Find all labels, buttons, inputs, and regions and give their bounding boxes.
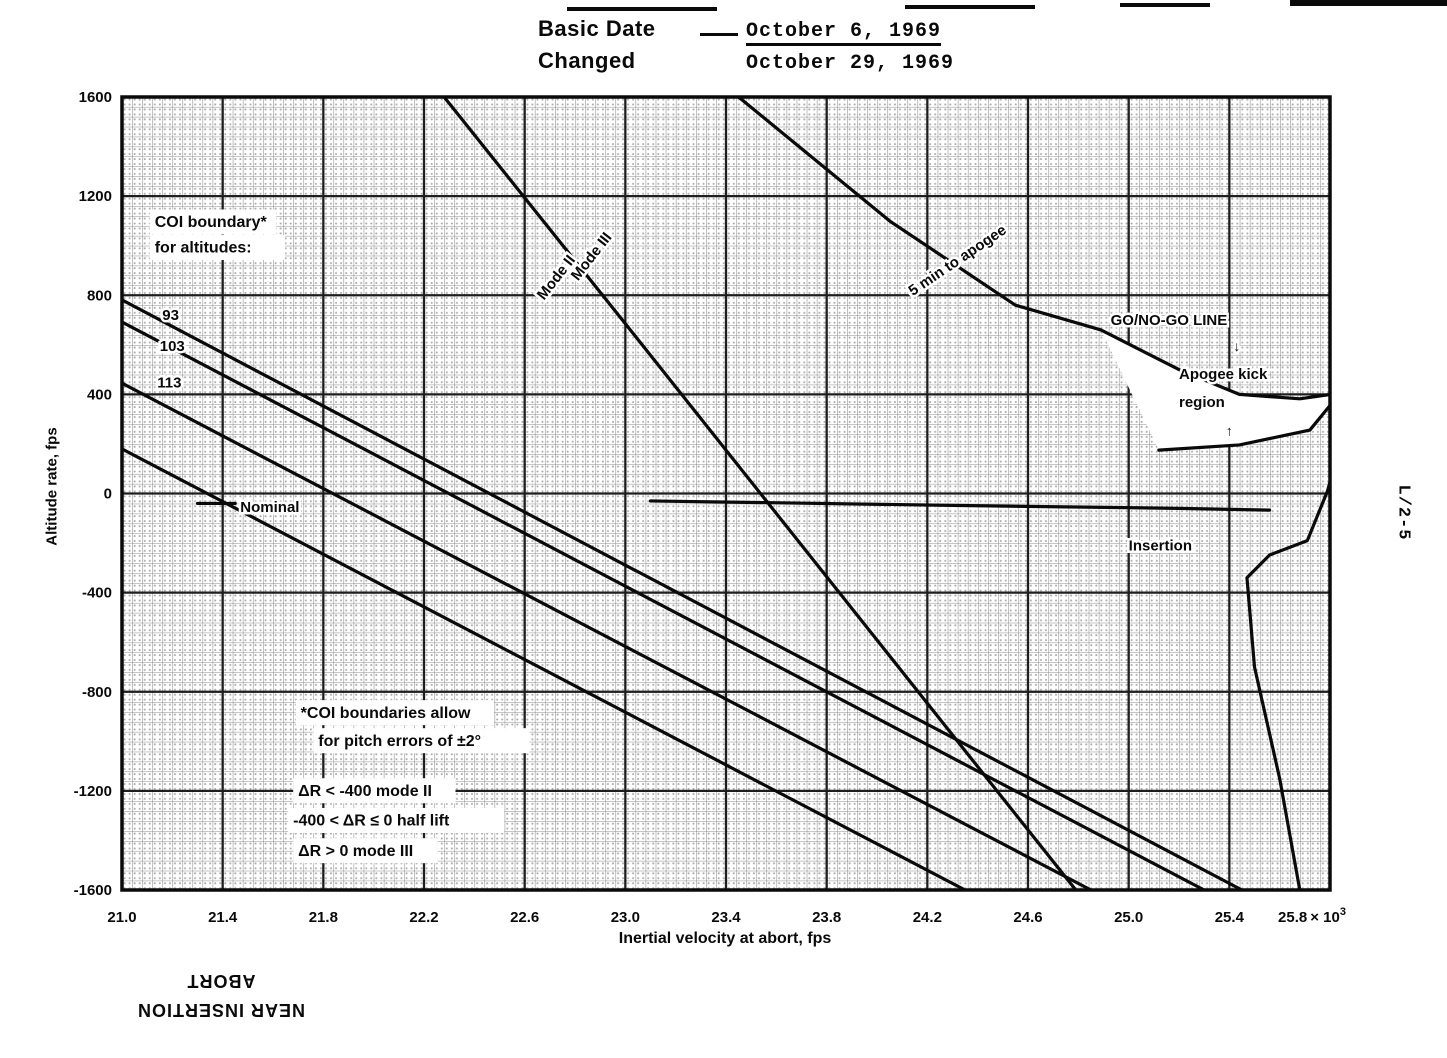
rule-mode-ii: ΔR < -400 mode II	[293, 778, 456, 804]
svg-text:COI boundary*: COI boundary*	[155, 214, 268, 231]
label-altitude-103: 103	[157, 336, 187, 358]
y-tick-label: 1200	[79, 188, 112, 205]
series-coi-boundary-93	[121, 298, 1244, 891]
y-tick-label: -1600	[74, 882, 112, 899]
changed-label: Changed	[538, 48, 636, 73]
x-tick-label: 25.4	[1215, 909, 1245, 926]
label-altitude-93: 93	[160, 305, 182, 327]
rule-half-lift: -400 < ΔR ≤ 0 half lift	[288, 807, 505, 833]
basic-date-value: October 6, 1969	[746, 20, 942, 46]
scan-artifact	[905, 5, 1035, 9]
label-apogee-kick-line2: region	[1177, 391, 1228, 413]
series-five-min-to-apogee	[736, 96, 1103, 332]
x-tick-label: 25.0	[1114, 909, 1143, 926]
y-tick-label: 800	[87, 287, 112, 304]
label-coi-boundary-line2: for altitudes:	[149, 235, 286, 261]
svg-text:113: 113	[157, 374, 181, 391]
y-axis-title: Altitude rate, fps	[43, 427, 61, 546]
series-coi-boundary-113	[121, 381, 1093, 891]
svg-text:*COI boundaries allow: *COI boundaries allow	[301, 705, 471, 722]
svg-text:ΔR > 0 mode III: ΔR > 0 mode III	[298, 843, 413, 860]
basic-date-blank-line	[700, 19, 738, 36]
major-gridlines	[120, 95, 1332, 892]
label-insertion: Insertion	[1126, 535, 1194, 557]
svg-text:region: region	[1179, 394, 1225, 411]
label-region-arrow-up: ↑	[1223, 420, 1235, 441]
basic-date-row: Basic Date October 6, 1969	[538, 16, 954, 48]
scan-artifact	[1290, 0, 1447, 6]
svg-text:↑: ↑	[1226, 422, 1233, 438]
x-tick-label: 23.4	[711, 909, 741, 926]
y-tick-label: 1600	[79, 89, 112, 106]
series-apogee-kick-lower-boundary	[1157, 401, 1331, 452]
changed-date-row: Changed October 29, 1969	[538, 48, 954, 80]
footer-stamp-line1: NEAR INSERTION	[137, 1000, 306, 1020]
svg-text:for altitudes:: for altitudes:	[155, 240, 252, 257]
series-go-no-go-line	[1099, 328, 1331, 401]
series-mode-ii-iii-boundary	[442, 96, 1078, 891]
label-region-arrow-down: ↓	[1231, 336, 1243, 357]
scan-artifact	[567, 7, 717, 11]
x-tick-label: 24.6	[1013, 909, 1042, 926]
svg-text:GO/NO-GO LINE: GO/NO-GO LINE	[1111, 312, 1228, 329]
svg-text:Nominal: Nominal	[240, 499, 299, 516]
x-tick-label: 23.8	[812, 909, 841, 926]
svg-text:Apogee kick: Apogee kick	[1179, 366, 1268, 383]
plot-border	[120, 95, 1332, 892]
y-tick-label: -1200	[74, 783, 112, 800]
series-insertion-line	[648, 499, 1272, 512]
x-tick-label: 22.2	[409, 909, 438, 926]
label-go-no-go-line: GO/NO-GO LINE	[1108, 309, 1230, 331]
svg-text:Insertion: Insertion	[1129, 537, 1192, 554]
x-tick-label: 21.0	[107, 909, 136, 926]
x-tick-label: 23.0	[611, 909, 640, 926]
svg-text:ΔR < -400 mode II: ΔR < -400 mode II	[298, 783, 432, 800]
series-nominal	[121, 447, 967, 891]
svg-text:↓: ↓	[1233, 338, 1240, 354]
x-tick-label: 21.8	[309, 909, 338, 926]
x-tick-label: 22.6	[510, 909, 539, 926]
x-tick-label: 21.4	[208, 909, 238, 926]
footer-stamp-line2: ABORT	[186, 971, 256, 991]
label-coi-boundary-line1: COI boundary*	[149, 209, 277, 235]
y-tick-label: -800	[82, 684, 112, 701]
y-tick-label: 400	[87, 386, 112, 403]
note-coi-line2: for pitch errors of ±2°	[313, 728, 530, 754]
x-tick-label: 25.8 × 103	[1278, 906, 1346, 926]
note-coi-line1: *COI boundaries allow	[295, 700, 494, 726]
y-tick-label: 0	[104, 486, 112, 503]
basic-date-label: Basic Date	[538, 16, 656, 41]
label-nominal: Nominal	[238, 497, 302, 519]
label-altitude-113: 113	[155, 372, 184, 394]
svg-text:93: 93	[162, 307, 179, 324]
scan-artifact	[1120, 3, 1210, 7]
date-header: Basic Date October 6, 1969 Changed Octob…	[538, 16, 954, 80]
rule-mode-iii: ΔR > 0 mode III	[293, 838, 438, 864]
rotated-footer-stamp: NEAR INSERTION ABORT	[96, 966, 346, 1024]
svg-text:-400 < ΔR ≤ 0 half lift: -400 < ΔR ≤ 0 half lift	[293, 813, 450, 830]
svg-text:for pitch errors of ±2°: for pitch errors of ±2°	[318, 733, 481, 750]
page-side-label: L/2-5	[1393, 484, 1413, 541]
y-tick-label: -400	[82, 585, 112, 602]
series-coi-boundary-103	[121, 320, 1206, 891]
svg-text:103: 103	[160, 338, 185, 355]
changed-date-value: October 29, 1969	[746, 52, 955, 75]
label-apogee-kick-line1: Apogee kick	[1177, 364, 1271, 386]
x-axis-title: Inertial velocity at abort, fps	[618, 930, 832, 947]
series-right-hook-curve	[1245, 472, 1331, 891]
x-tick-label: 24.2	[913, 909, 942, 926]
